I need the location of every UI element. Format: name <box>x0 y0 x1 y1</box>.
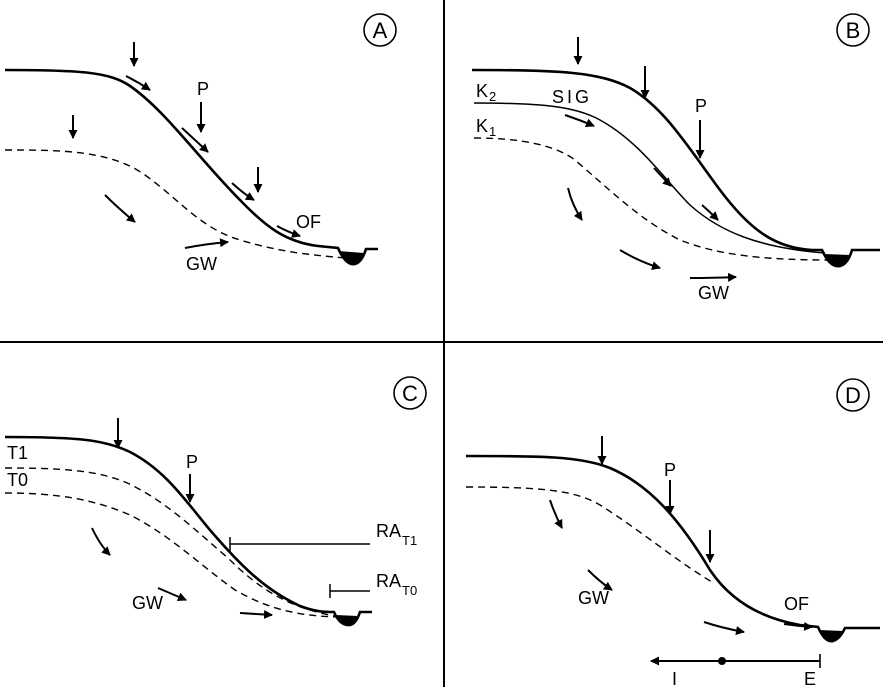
panel-c-water-table-t1 <box>4 467 336 617</box>
panel-c-gw-arrow <box>239 610 273 620</box>
panel-b-gw-arrow <box>619 249 661 271</box>
panel-c-label-ra-t0: RA <box>376 571 401 591</box>
panel-b-label-k2: K <box>476 81 488 101</box>
panel-b-layer-k1 <box>473 137 831 261</box>
panel-c-letter: C <box>402 381 418 406</box>
panel-a-label-gw: GW <box>186 254 217 274</box>
panel-d-ie-point <box>718 657 726 665</box>
panel-c-label-ra-t1-sub: T1 <box>402 533 417 548</box>
panel-a-label-p: P <box>197 79 209 99</box>
panel-c-label-t0: T0 <box>7 470 28 490</box>
panel-b-label-gw: GW <box>698 283 729 303</box>
panel-c-label-ra-t1: RA <box>376 521 401 541</box>
panel-a-badge <box>363 13 397 47</box>
panel-b-label-sig: SIG <box>552 87 592 107</box>
panel-d-water-table <box>465 486 713 583</box>
panel-d-flow-arrow <box>783 621 813 631</box>
panel-b-gw-arrow <box>567 187 583 221</box>
panel-a: A P OF GW <box>4 13 397 274</box>
panel-a-channel <box>338 251 364 265</box>
panel-d-ground-surface <box>465 454 880 643</box>
panel-b-label-k2-sub: 2 <box>489 89 496 104</box>
panel-a-flow-arrow <box>181 127 209 153</box>
panel-d: D P OF GW I E <box>465 378 880 687</box>
panel-b-gw-arrow <box>689 272 737 282</box>
panel-b-ground-surface <box>471 68 880 268</box>
panel-d-letter: D <box>845 383 861 408</box>
panel-c-label-t1: T1 <box>7 443 28 463</box>
panel-d-gw-arrow <box>703 621 745 635</box>
panel-b-label-k1: K <box>476 116 488 136</box>
panel-d-channel <box>819 630 843 642</box>
panel-a-label-of: OF <box>296 212 321 232</box>
panel-a-gw-arrow <box>184 238 229 249</box>
panel-a-water-table <box>4 149 347 259</box>
panel-c-badge <box>393 376 427 410</box>
panel-a-letter: A <box>373 18 388 43</box>
panel-c-channel <box>336 615 358 626</box>
panel-c: C P T1 T0 RA T1 RA T0 GW <box>4 376 427 627</box>
panel-c-label-ra-t0-sub: T0 <box>402 583 417 598</box>
panel-a-ground-surface <box>4 68 378 266</box>
panel-b-channel <box>824 254 850 267</box>
panel-b: B P K 2 K 1 SIG GW <box>471 13 880 303</box>
panel-d-label-i: I <box>672 669 677 687</box>
panel-c-label-p: P <box>186 452 198 472</box>
panel-b-letter: B <box>846 18 861 43</box>
panel-d-gw-arrow <box>549 499 563 529</box>
panel-d-label-of: OF <box>784 594 809 614</box>
panel-a-flow-arrow <box>276 225 301 238</box>
panel-c-gw-arrow <box>157 587 187 601</box>
panel-b-label-p: P <box>695 96 707 116</box>
panel-c-label-gw: GW <box>132 593 163 613</box>
panel-d-label-p: P <box>664 460 676 480</box>
panel-d-label-e: E <box>804 669 816 687</box>
panel-d-label-gw: GW <box>578 588 609 608</box>
panel-b-badge <box>836 13 870 47</box>
panel-b-layer-k2 <box>473 102 826 254</box>
panel-b-label-k1-sub: 1 <box>489 124 496 139</box>
panel-b-flow-arrow <box>701 204 719 221</box>
panel-a-flow-arrow <box>231 182 255 201</box>
panel-d-badge <box>836 378 870 412</box>
panel-b-flow-arrow <box>564 114 595 127</box>
panel-a-gw-arrow <box>104 194 136 223</box>
panel-c-gw-arrow <box>91 527 111 556</box>
panel-d-gw-arrow <box>587 569 613 591</box>
panel-b-flow-arrow <box>653 167 672 187</box>
panel-a-flow-arrow <box>125 75 151 91</box>
panel-c-water-table-t0 <box>4 492 339 618</box>
